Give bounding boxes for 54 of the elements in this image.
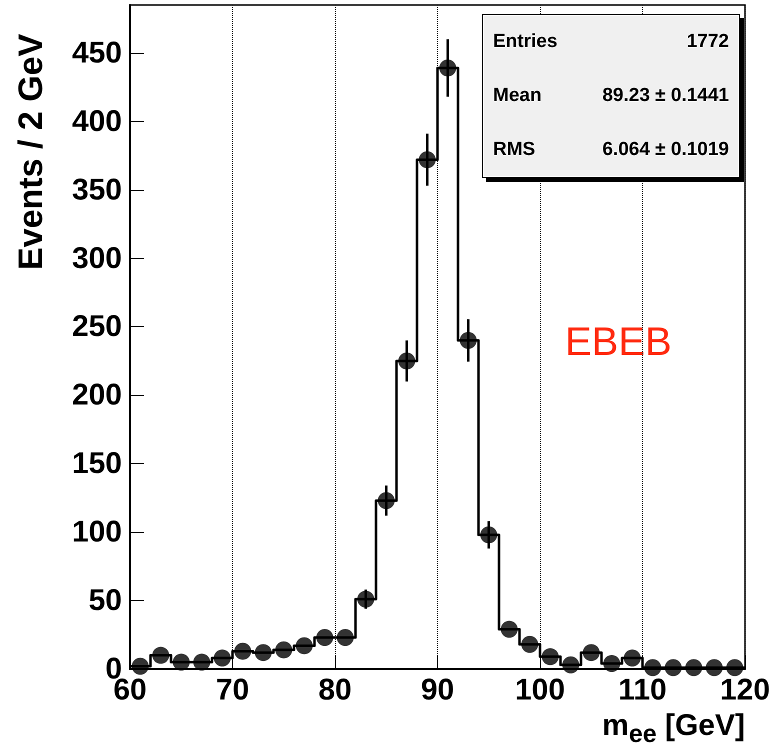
y-tick-label: 350 [72,173,122,206]
point [582,644,600,662]
annotation: 1772 [686,31,729,53]
point [275,641,292,658]
point [460,332,477,349]
y-tick-label: 50 [88,584,122,618]
point [624,650,641,667]
y-axis-title: Events / 2 GeV [12,34,50,270]
point [234,642,252,660]
point [357,590,374,608]
point [603,655,620,672]
x-tick-label: 70 [216,674,250,706]
point [193,654,210,671]
x-tick-label: 80 [318,674,352,706]
point [562,656,580,674]
point [152,646,170,664]
point [706,659,723,676]
point [542,648,559,666]
y-tick-label: 100 [72,516,122,549]
point [439,59,456,76]
x-tick-label: 120 [720,674,770,706]
annotation: RMS [493,139,536,161]
point [664,659,682,676]
x-tick-label: 110 [618,674,667,706]
point [316,629,334,646]
point [500,620,518,638]
point [726,659,744,676]
y-tick-label: 300 [72,242,122,275]
point [521,636,538,653]
point [378,492,395,510]
point [644,659,662,676]
point [480,526,498,544]
point [685,659,702,676]
y-tick-label: 150 [72,447,122,480]
point [336,629,354,646]
y-tick-label: 450 [72,36,122,70]
annotation: Entries [493,31,558,53]
point [398,352,416,370]
annotation: 6.064 ± 0.1019 [602,139,729,161]
point [214,650,231,667]
point [172,654,190,671]
annotation: EBEB [565,320,672,364]
y-tick-label: 400 [72,104,122,138]
x-tick-label: 90 [420,674,454,706]
x-tick-label: 100 [514,674,566,706]
x-axis-title: m$_{ee}$ [GeV] [602,708,745,750]
point [254,644,272,662]
point [132,658,149,675]
y-tick-label: 250 [72,310,122,344]
annotation: Mean [493,85,542,107]
point [418,151,436,168]
y-tick-label: 200 [72,378,122,412]
annotation: 89.23 ± 0.1441 [602,85,729,107]
point [296,637,313,654]
